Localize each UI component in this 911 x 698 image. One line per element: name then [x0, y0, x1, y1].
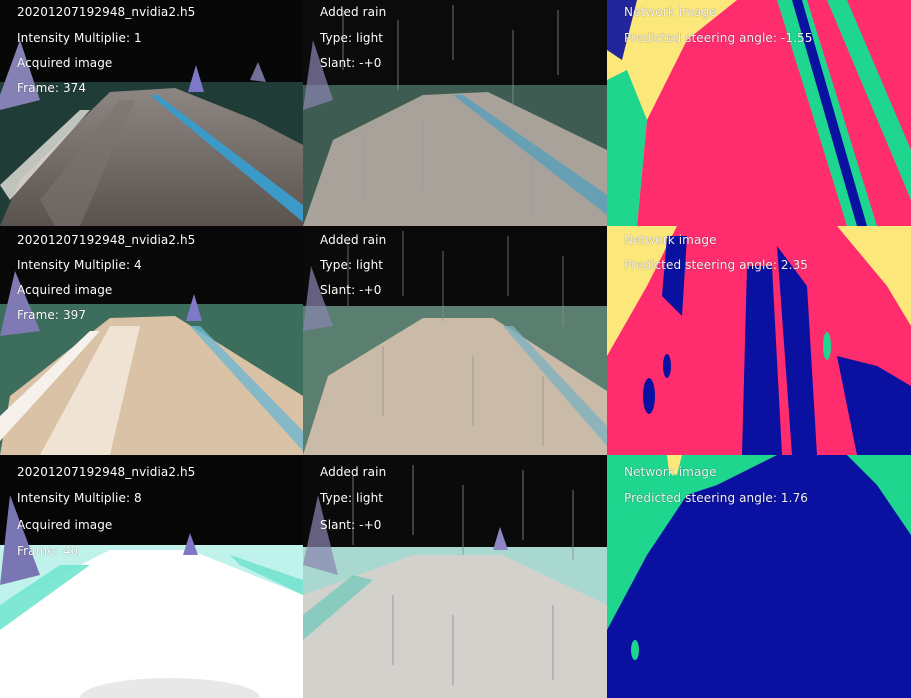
rain-slant-label: Slant: -+0 [320, 56, 382, 70]
intensity-label: Intensity Multiplie: 1 [17, 31, 142, 45]
rain-slant-label: Slant: -+0 [320, 283, 382, 297]
acquired-image-title: Acquired image [17, 283, 113, 297]
steering-angle-label: Predicted steering angle: -1.55 [624, 31, 813, 45]
intensity-label: Intensity Multiplie: 8 [17, 491, 142, 505]
rain-type-label: Type: light [320, 31, 384, 45]
intensity-label: Intensity Multiplie: 4 [17, 258, 142, 272]
rain-slant-label: Slant: -+0 [320, 518, 382, 532]
steering-angle-label: Predicted steering angle: 1.76 [624, 491, 809, 505]
rain-image-row3: Added rain Type: light Slant: -+0 [303, 455, 607, 698]
network-image-row2: Network image Predicted steering angle: … [607, 226, 911, 455]
rain-title: Added rain [320, 233, 387, 247]
model-name-label: 20201207192948_nvidia2.h5 [17, 5, 196, 19]
network-image-title: Network image [624, 233, 717, 247]
frame-label: Frame: 374 [17, 81, 87, 95]
rain-title: Added rain [320, 5, 387, 19]
rain-image-row1: Added rain Type: light Slant: -+0 [303, 0, 607, 226]
acquired-image-row1: 20201207192948_nvidia2.h5 Intensity Mult… [0, 0, 303, 226]
rain-title: Added rain [320, 465, 387, 479]
rain-type-label: Type: light [320, 491, 384, 505]
acquired-image-title: Acquired image [17, 518, 113, 532]
network-image-row1: Network image Predicted steering angle: … [607, 0, 911, 226]
model-name-label: 20201207192948_nvidia2.h5 [17, 465, 196, 479]
network-image-row3: Network image Predicted steering angle: … [607, 455, 911, 698]
network-image-title: Network image [624, 465, 717, 479]
model-name-label: 20201207192948_nvidia2.h5 [17, 233, 196, 247]
acquired-image-title: Acquired image [17, 56, 113, 70]
frame-label: Frame: 397 [17, 308, 87, 322]
network-image-title: Network image [624, 5, 717, 19]
rain-image-row2: Added rain Type: light Slant: -+0 [303, 226, 607, 455]
frame-label: Frame: 40 [17, 544, 79, 558]
acquired-image-row3: 20201207192948_nvidia2.h5 Intensity Mult… [0, 455, 303, 698]
rain-type-label: Type: light [320, 258, 384, 272]
acquired-image-row2: 20201207192948_nvidia2.h5 Intensity Mult… [0, 226, 303, 455]
steering-angle-label: Predicted steering angle: 2.35 [624, 258, 809, 272]
